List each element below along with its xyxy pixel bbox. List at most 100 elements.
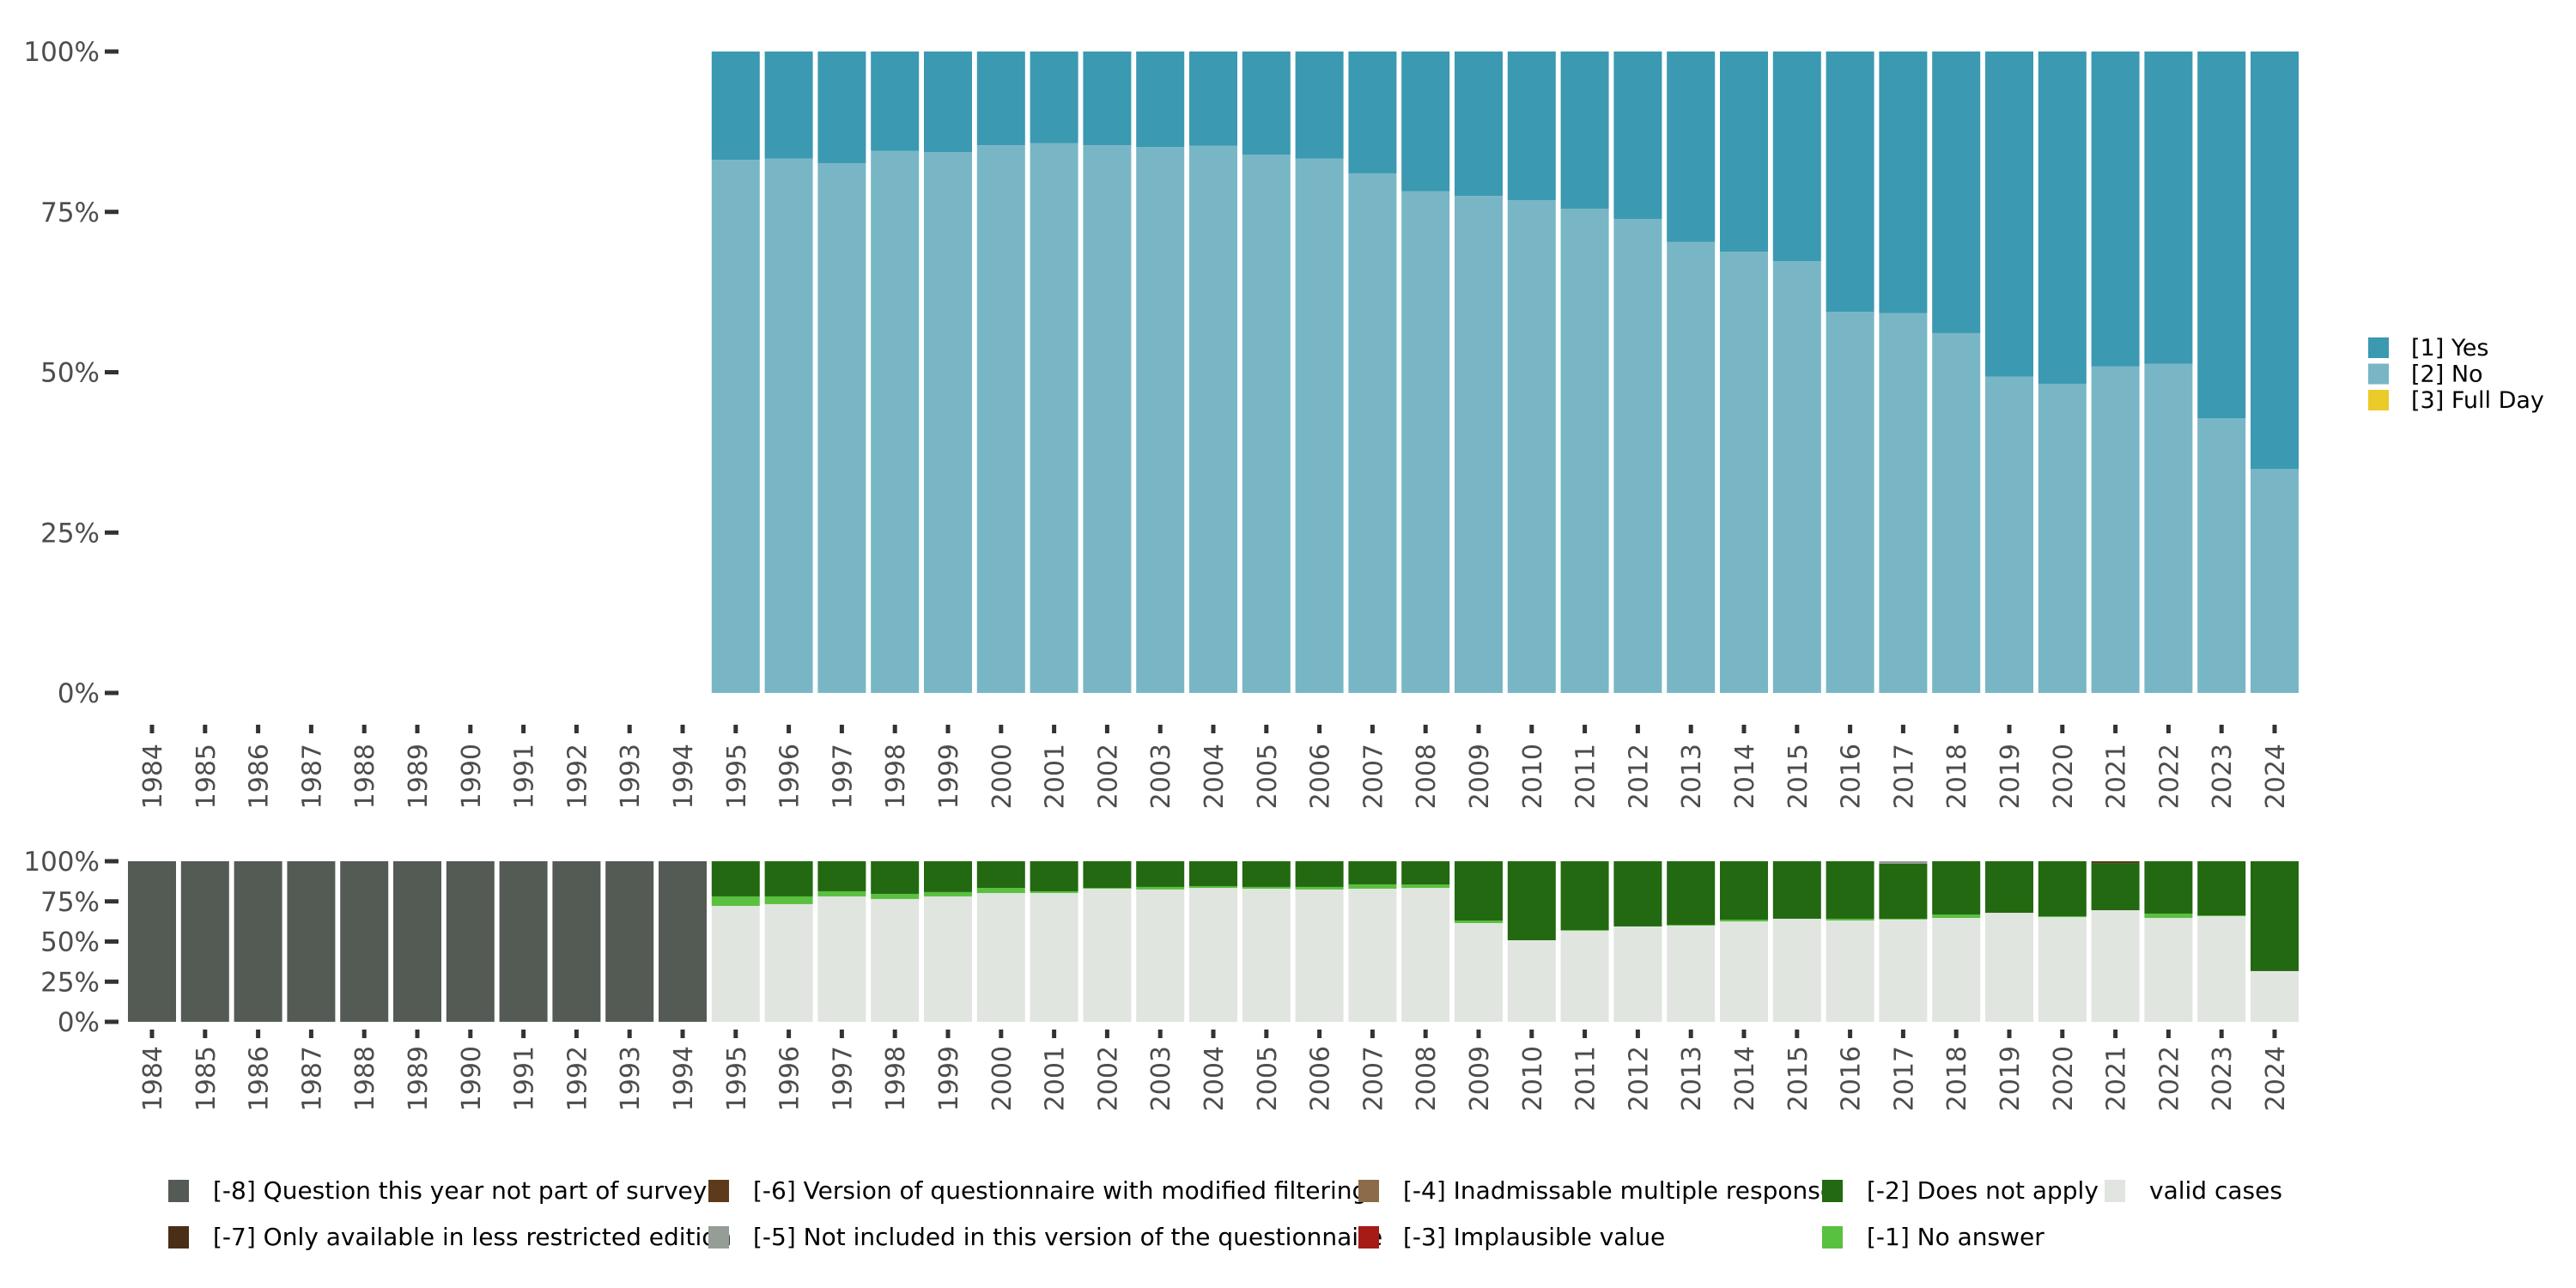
x-tick-mark (1211, 1030, 1216, 1038)
x-tick-label: 2011 (1571, 1046, 1601, 1111)
x-tick-mark (203, 1030, 208, 1038)
x-tick-label: 1987 (297, 1046, 327, 1111)
x-tick-mark (521, 1030, 526, 1038)
x-tick-label: 1986 (245, 744, 275, 809)
bar-segment-1992-8 (552, 861, 601, 1022)
y-tick-label: 0% (58, 678, 100, 709)
x-tick-label: 1994 (669, 744, 699, 809)
x-tick-mark (149, 725, 155, 733)
legend-label: [-7] Only available in less restricted e… (213, 1223, 732, 1251)
x-tick-mark (2219, 725, 2224, 733)
x-tick-mark (574, 725, 579, 733)
x-tick-label: 1996 (775, 744, 805, 809)
x-tick-label: 1987 (297, 744, 327, 809)
x-tick-label: 2005 (1253, 1046, 1283, 1111)
bar-segment-1984-8 (128, 861, 176, 1022)
legend-label: [2] No (2411, 361, 2483, 388)
bar-segment-2012-0 (1613, 218, 1662, 694)
x-tick-mark (521, 725, 526, 733)
legend-swatch (2368, 363, 2389, 385)
x-tick-mark (733, 725, 738, 733)
bar-segment-2013-0 (1667, 241, 1716, 693)
x-tick-label: 2023 (2208, 744, 2238, 809)
bar-segment-1985-8 (180, 861, 229, 1022)
bar-segment-1995-1 (711, 52, 760, 161)
legend-label: [-5] Not included in this version of the… (753, 1223, 1382, 1251)
bar-segment-1996-1 (764, 52, 813, 159)
x-tick-mark (1264, 1030, 1269, 1038)
x-tick-mark (1688, 725, 1693, 733)
x-tick-mark (415, 725, 420, 733)
bar-segment-2008-0 (1401, 191, 1450, 693)
bar-segment-2016-0 (1826, 312, 1874, 693)
x-tick-mark (1848, 1030, 1853, 1038)
bar-segment-2011-1 (1560, 52, 1609, 210)
x-tick-mark (308, 1030, 313, 1038)
bar-segment-2017-1 (1879, 52, 1928, 313)
x-tick-mark (1529, 725, 1534, 733)
x-tick-mark (1370, 1030, 1375, 1038)
x-tick-label: 2016 (1837, 744, 1867, 809)
x-tick-mark (361, 725, 367, 733)
x-tick-mark (308, 725, 313, 733)
bar-segment-2010-1 (1507, 52, 1556, 201)
bar-segment-2018-0 (1932, 918, 1981, 1022)
x-tick-mark (1529, 1030, 1534, 1038)
bar-segment-2007-1 (1348, 52, 1397, 173)
y-tick-label: 75% (40, 197, 100, 228)
x-tick-mark (2219, 1030, 2224, 1038)
x-tick-mark (892, 725, 897, 733)
bar-segment-2008-0 (1401, 888, 1450, 1022)
x-tick-mark (1583, 725, 1588, 733)
bar-segment-2014-1 (1720, 52, 1768, 252)
x-tick-label: 2021 (2102, 1046, 2132, 1111)
legend-swatch (168, 1180, 189, 1202)
x-tick-mark (1953, 725, 1959, 733)
x-tick-label: 2018 (1942, 744, 1972, 809)
bar-segment-1994-8 (659, 861, 707, 1022)
bar-segment-2002-1 (1083, 888, 1132, 889)
y-tick-label: 25% (40, 518, 100, 549)
x-tick-label: 2001 (1041, 744, 1071, 809)
bar-segment-2014-0 (1720, 252, 1768, 694)
x-tick-mark (1688, 1030, 1693, 1038)
x-tick-label: 2013 (1677, 744, 1707, 809)
legend-swatch (168, 1226, 189, 1249)
bar-segment-2019-2 (1985, 861, 2033, 914)
y-tick-label: 25% (40, 967, 100, 998)
x-tick-label: 2014 (1730, 1046, 1760, 1111)
x-tick-label: 2012 (1624, 1046, 1654, 1111)
bar-segment-2008-1 (1401, 884, 1450, 889)
bar-segment-2021-0 (2091, 910, 2140, 1022)
bar-segment-2024-0 (2251, 970, 2299, 1022)
bar-segment-2009-1 (1455, 920, 1503, 923)
x-tick-mark (468, 1030, 473, 1038)
x-tick-mark (1264, 725, 1269, 733)
bar-segment-2003-0 (1136, 147, 1185, 694)
bar-segment-2022-1 (2144, 913, 2193, 919)
x-tick-label: 1995 (722, 1046, 752, 1111)
legend-label: [-1] No answer (1867, 1223, 2044, 1251)
bar-segment-1987-8 (287, 861, 336, 1022)
bar-segment-2006-1 (1295, 52, 1344, 159)
x-tick-mark (1211, 725, 1216, 733)
bar-segment-2004-1 (1189, 885, 1237, 889)
x-tick-label: 2010 (1518, 1046, 1548, 1111)
bar-segment-1995-2 (711, 861, 760, 896)
x-tick-label: 2009 (1465, 1046, 1495, 1111)
x-tick-label: 1993 (616, 1046, 646, 1111)
x-tick-mark (1104, 1030, 1109, 1038)
bar-segment-2017-5 (1879, 861, 1928, 864)
bar-segment-2019-0 (1985, 913, 2033, 1022)
bar-segment-1999-0 (924, 896, 972, 1022)
x-tick-label: 1988 (350, 1046, 380, 1111)
bar-segment-2022-1 (2144, 52, 2193, 364)
legend-swatch (708, 1226, 729, 1249)
x-tick-label: 1996 (775, 1046, 805, 1111)
x-tick-label: 1986 (245, 1046, 275, 1111)
legend-label: [3] Full Day (2411, 387, 2544, 414)
x-tick-label: 1984 (138, 1046, 168, 1111)
bar-segment-2000-0 (976, 893, 1025, 1022)
bar-segment-2020-0 (2038, 383, 2087, 693)
bar-segment-1995-1 (711, 896, 760, 906)
